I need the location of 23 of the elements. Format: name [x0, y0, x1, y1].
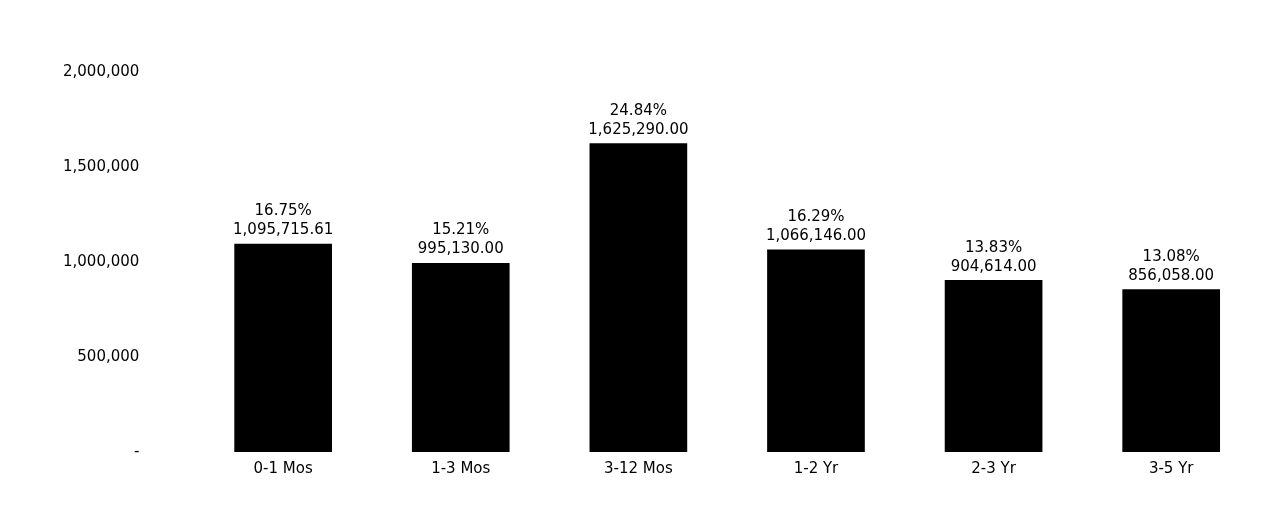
y-tick-label: 500,000: [77, 346, 140, 365]
data-label: 16.75% 1,095,715.61: [233, 201, 334, 239]
bar: [944, 280, 1043, 452]
y-tick-label: -: [133, 441, 140, 460]
y-tick-label: 1,500,000: [63, 156, 140, 175]
x-tick-label: 3-5 Yr: [1148, 458, 1195, 477]
y-tick-label: 2,000,000: [63, 61, 140, 80]
x-tick-label: 0-1 Mos: [253, 458, 313, 477]
data-label: 13.83% 904,614.00: [950, 237, 1037, 275]
bar: [589, 143, 688, 452]
y-tick-label: 1,000,000: [63, 251, 140, 270]
data-label: 13.08% 856,058.00: [1128, 246, 1215, 284]
bar: [234, 243, 332, 452]
x-tick-label: 1-3 Mos: [431, 458, 491, 477]
data-label: 15.21% 995,130.00: [417, 220, 504, 258]
x-tick-label: 3-12 Mos: [603, 458, 673, 477]
bar: [411, 262, 510, 452]
x-tick-label: 2-3 Yr: [971, 458, 1017, 477]
data-label: 24.84% 1,625,290.00: [588, 100, 689, 138]
data-label: 16.29% 1,066,146.00: [765, 206, 867, 244]
bar: [767, 249, 865, 452]
x-tick-label: 1-2 Yr: [793, 458, 840, 477]
bar: [1122, 289, 1221, 452]
